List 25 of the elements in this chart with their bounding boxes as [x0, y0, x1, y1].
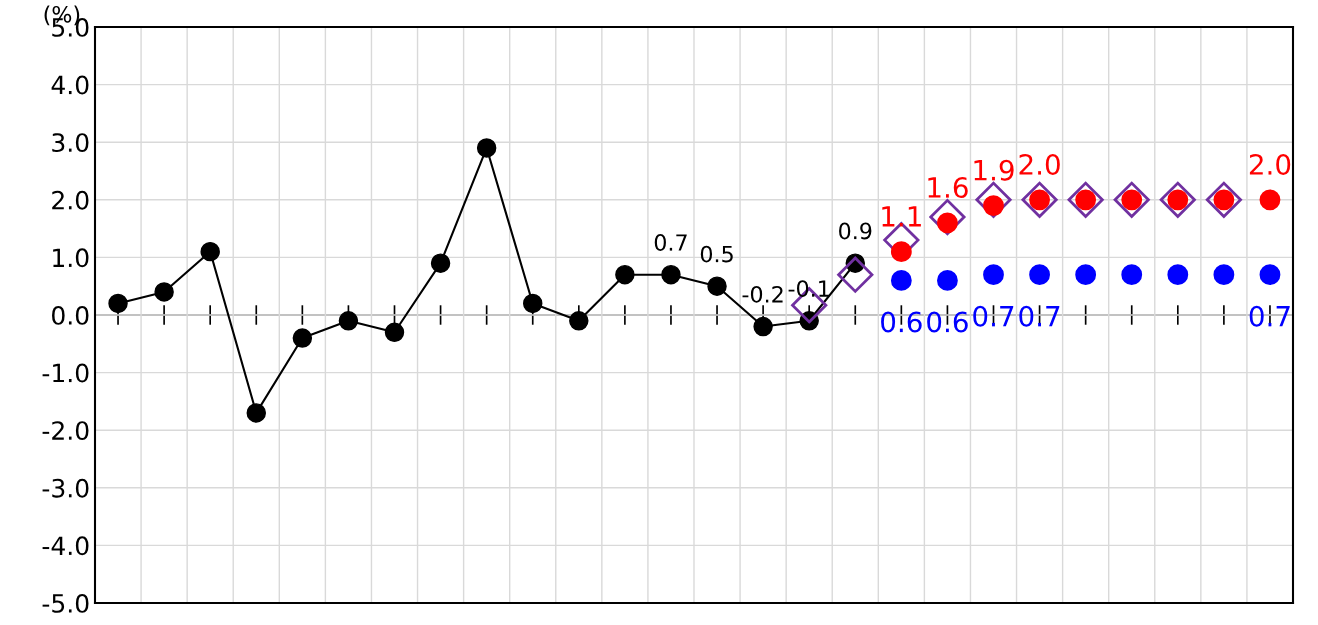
- data-label: 0.7: [1019, 305, 1060, 327]
- y-tick-label: 0.0: [52, 305, 89, 325]
- data-label: 0.7: [654, 234, 687, 251]
- y-tick-label: 4.0: [51, 75, 89, 95]
- y-tick-label: 2.0: [52, 190, 89, 210]
- data-label: 2.0: [1019, 153, 1060, 175]
- y-tick-label: -5.0: [42, 593, 89, 613]
- data-label: 0.7: [973, 305, 1014, 327]
- y-tick-label: -2.0: [42, 421, 89, 441]
- y-tick-label: -3.0: [42, 478, 89, 498]
- data-label: 1.9: [974, 159, 1014, 181]
- y-tick-label: -1.0: [42, 363, 89, 383]
- data-label: 0.9: [839, 222, 872, 240]
- data-label: 0.6: [927, 311, 968, 333]
- y-tick-label: -4.0: [42, 536, 89, 556]
- y-tick-label: 3.0: [52, 133, 89, 153]
- data-label: -0.2: [742, 285, 783, 303]
- data-label: -0.1: [788, 280, 829, 298]
- data-label: 1.1: [882, 206, 921, 227]
- data-label: 0.7: [1249, 305, 1290, 327]
- data-label: 0.6: [881, 311, 922, 333]
- y-tick-label: 1.0: [53, 248, 89, 268]
- data-label: 2.0: [1249, 153, 1291, 175]
- data-label: 0.5: [700, 245, 733, 263]
- data-label: 1.6: [928, 177, 968, 199]
